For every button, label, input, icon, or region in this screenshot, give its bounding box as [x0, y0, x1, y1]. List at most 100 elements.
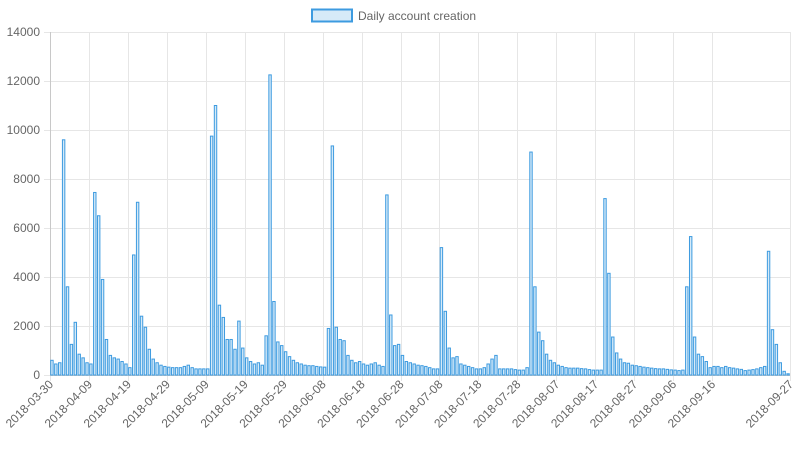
bar[interactable] — [295, 362, 300, 376]
bar[interactable] — [217, 304, 222, 376]
bar[interactable] — [646, 367, 650, 376]
bar[interactable] — [194, 368, 198, 376]
bar[interactable] — [151, 358, 155, 376]
bar[interactable] — [708, 367, 712, 376]
bar[interactable] — [431, 368, 436, 376]
bar[interactable] — [252, 363, 257, 376]
bar[interactable] — [537, 331, 541, 376]
bar[interactable] — [673, 369, 677, 376]
bar[interactable] — [739, 368, 744, 376]
bar[interactable] — [128, 367, 132, 376]
bar[interactable] — [299, 363, 303, 376]
bar[interactable] — [599, 369, 603, 376]
bar[interactable] — [369, 363, 374, 376]
bar[interactable] — [692, 336, 697, 376]
bar[interactable] — [762, 365, 767, 376]
bar[interactable] — [260, 364, 264, 376]
bar[interactable] — [50, 359, 54, 376]
bar[interactable] — [357, 361, 362, 376]
bar[interactable] — [642, 366, 646, 376]
bar[interactable] — [786, 373, 790, 376]
bar[interactable] — [276, 341, 280, 376]
bar[interactable] — [766, 250, 771, 376]
bar[interactable] — [334, 326, 338, 376]
bar[interactable] — [139, 315, 144, 376]
bar[interactable] — [326, 327, 331, 376]
bar[interactable] — [132, 254, 136, 376]
bar[interactable] — [564, 367, 568, 376]
bar[interactable] — [229, 338, 233, 376]
bar[interactable] — [237, 320, 241, 376]
bar[interactable] — [509, 368, 514, 376]
bar[interactable] — [244, 357, 249, 376]
bar[interactable] — [85, 362, 89, 376]
bar[interactable] — [416, 364, 420, 376]
bar[interactable] — [743, 370, 747, 376]
bar[interactable] — [447, 347, 451, 376]
bar[interactable] — [490, 358, 494, 376]
bar[interactable] — [104, 338, 109, 376]
bar[interactable] — [315, 365, 319, 376]
bar[interactable] — [587, 369, 592, 376]
bar[interactable] — [540, 340, 545, 376]
bar[interactable] — [174, 367, 179, 376]
bar[interactable] — [213, 105, 218, 376]
bar[interactable] — [283, 351, 288, 376]
bar[interactable] — [202, 368, 206, 376]
bar[interactable] — [77, 353, 81, 376]
bar[interactable] — [330, 145, 335, 376]
bar[interactable] — [665, 368, 670, 376]
bar[interactable] — [451, 357, 455, 376]
bar[interactable] — [182, 365, 187, 376]
bar[interactable] — [61, 139, 66, 376]
bar[interactable] — [120, 361, 124, 376]
bar[interactable] — [272, 301, 276, 376]
bar[interactable] — [381, 365, 385, 376]
bar[interactable] — [439, 247, 444, 376]
bar[interactable] — [774, 343, 779, 376]
bar[interactable] — [65, 286, 70, 376]
bar[interactable] — [494, 354, 498, 376]
bar[interactable] — [576, 367, 580, 376]
bar[interactable] — [69, 343, 74, 376]
bar[interactable] — [124, 363, 128, 376]
bar[interactable] — [685, 286, 689, 376]
bar[interactable] — [556, 364, 560, 376]
bar[interactable] — [482, 367, 486, 376]
bar[interactable] — [459, 363, 463, 376]
bar[interactable] — [408, 362, 412, 376]
bar[interactable] — [630, 364, 634, 376]
bar[interactable] — [716, 365, 720, 376]
bar[interactable] — [720, 367, 724, 376]
bar[interactable] — [533, 286, 537, 376]
bar[interactable] — [280, 345, 284, 376]
bar[interactable] — [700, 356, 705, 376]
bar[interactable] — [657, 368, 662, 376]
bar[interactable] — [221, 316, 226, 376]
bar[interactable] — [502, 368, 506, 376]
bar[interactable] — [291, 359, 296, 376]
bar[interactable] — [525, 367, 529, 376]
bar[interactable] — [735, 368, 740, 376]
bar[interactable] — [529, 151, 533, 376]
bar[interactable] — [264, 335, 268, 376]
bar[interactable] — [696, 353, 701, 376]
bar[interactable] — [455, 356, 459, 376]
bar[interactable] — [770, 329, 775, 376]
bar[interactable] — [782, 370, 786, 376]
bar[interactable] — [724, 365, 728, 376]
bar[interactable] — [466, 365, 471, 376]
bar[interactable] — [428, 367, 432, 376]
bar[interactable] — [108, 354, 113, 376]
bar[interactable] — [614, 352, 619, 376]
bar[interactable] — [303, 364, 307, 376]
bar[interactable] — [135, 201, 140, 376]
bar[interactable] — [268, 74, 272, 376]
bar[interactable] — [96, 215, 101, 376]
bar[interactable] — [287, 356, 292, 376]
bar[interactable] — [93, 191, 97, 376]
bar[interactable] — [89, 363, 93, 376]
bar[interactable] — [163, 365, 167, 376]
bar[interactable] — [225, 338, 229, 376]
bar[interactable] — [731, 367, 736, 376]
